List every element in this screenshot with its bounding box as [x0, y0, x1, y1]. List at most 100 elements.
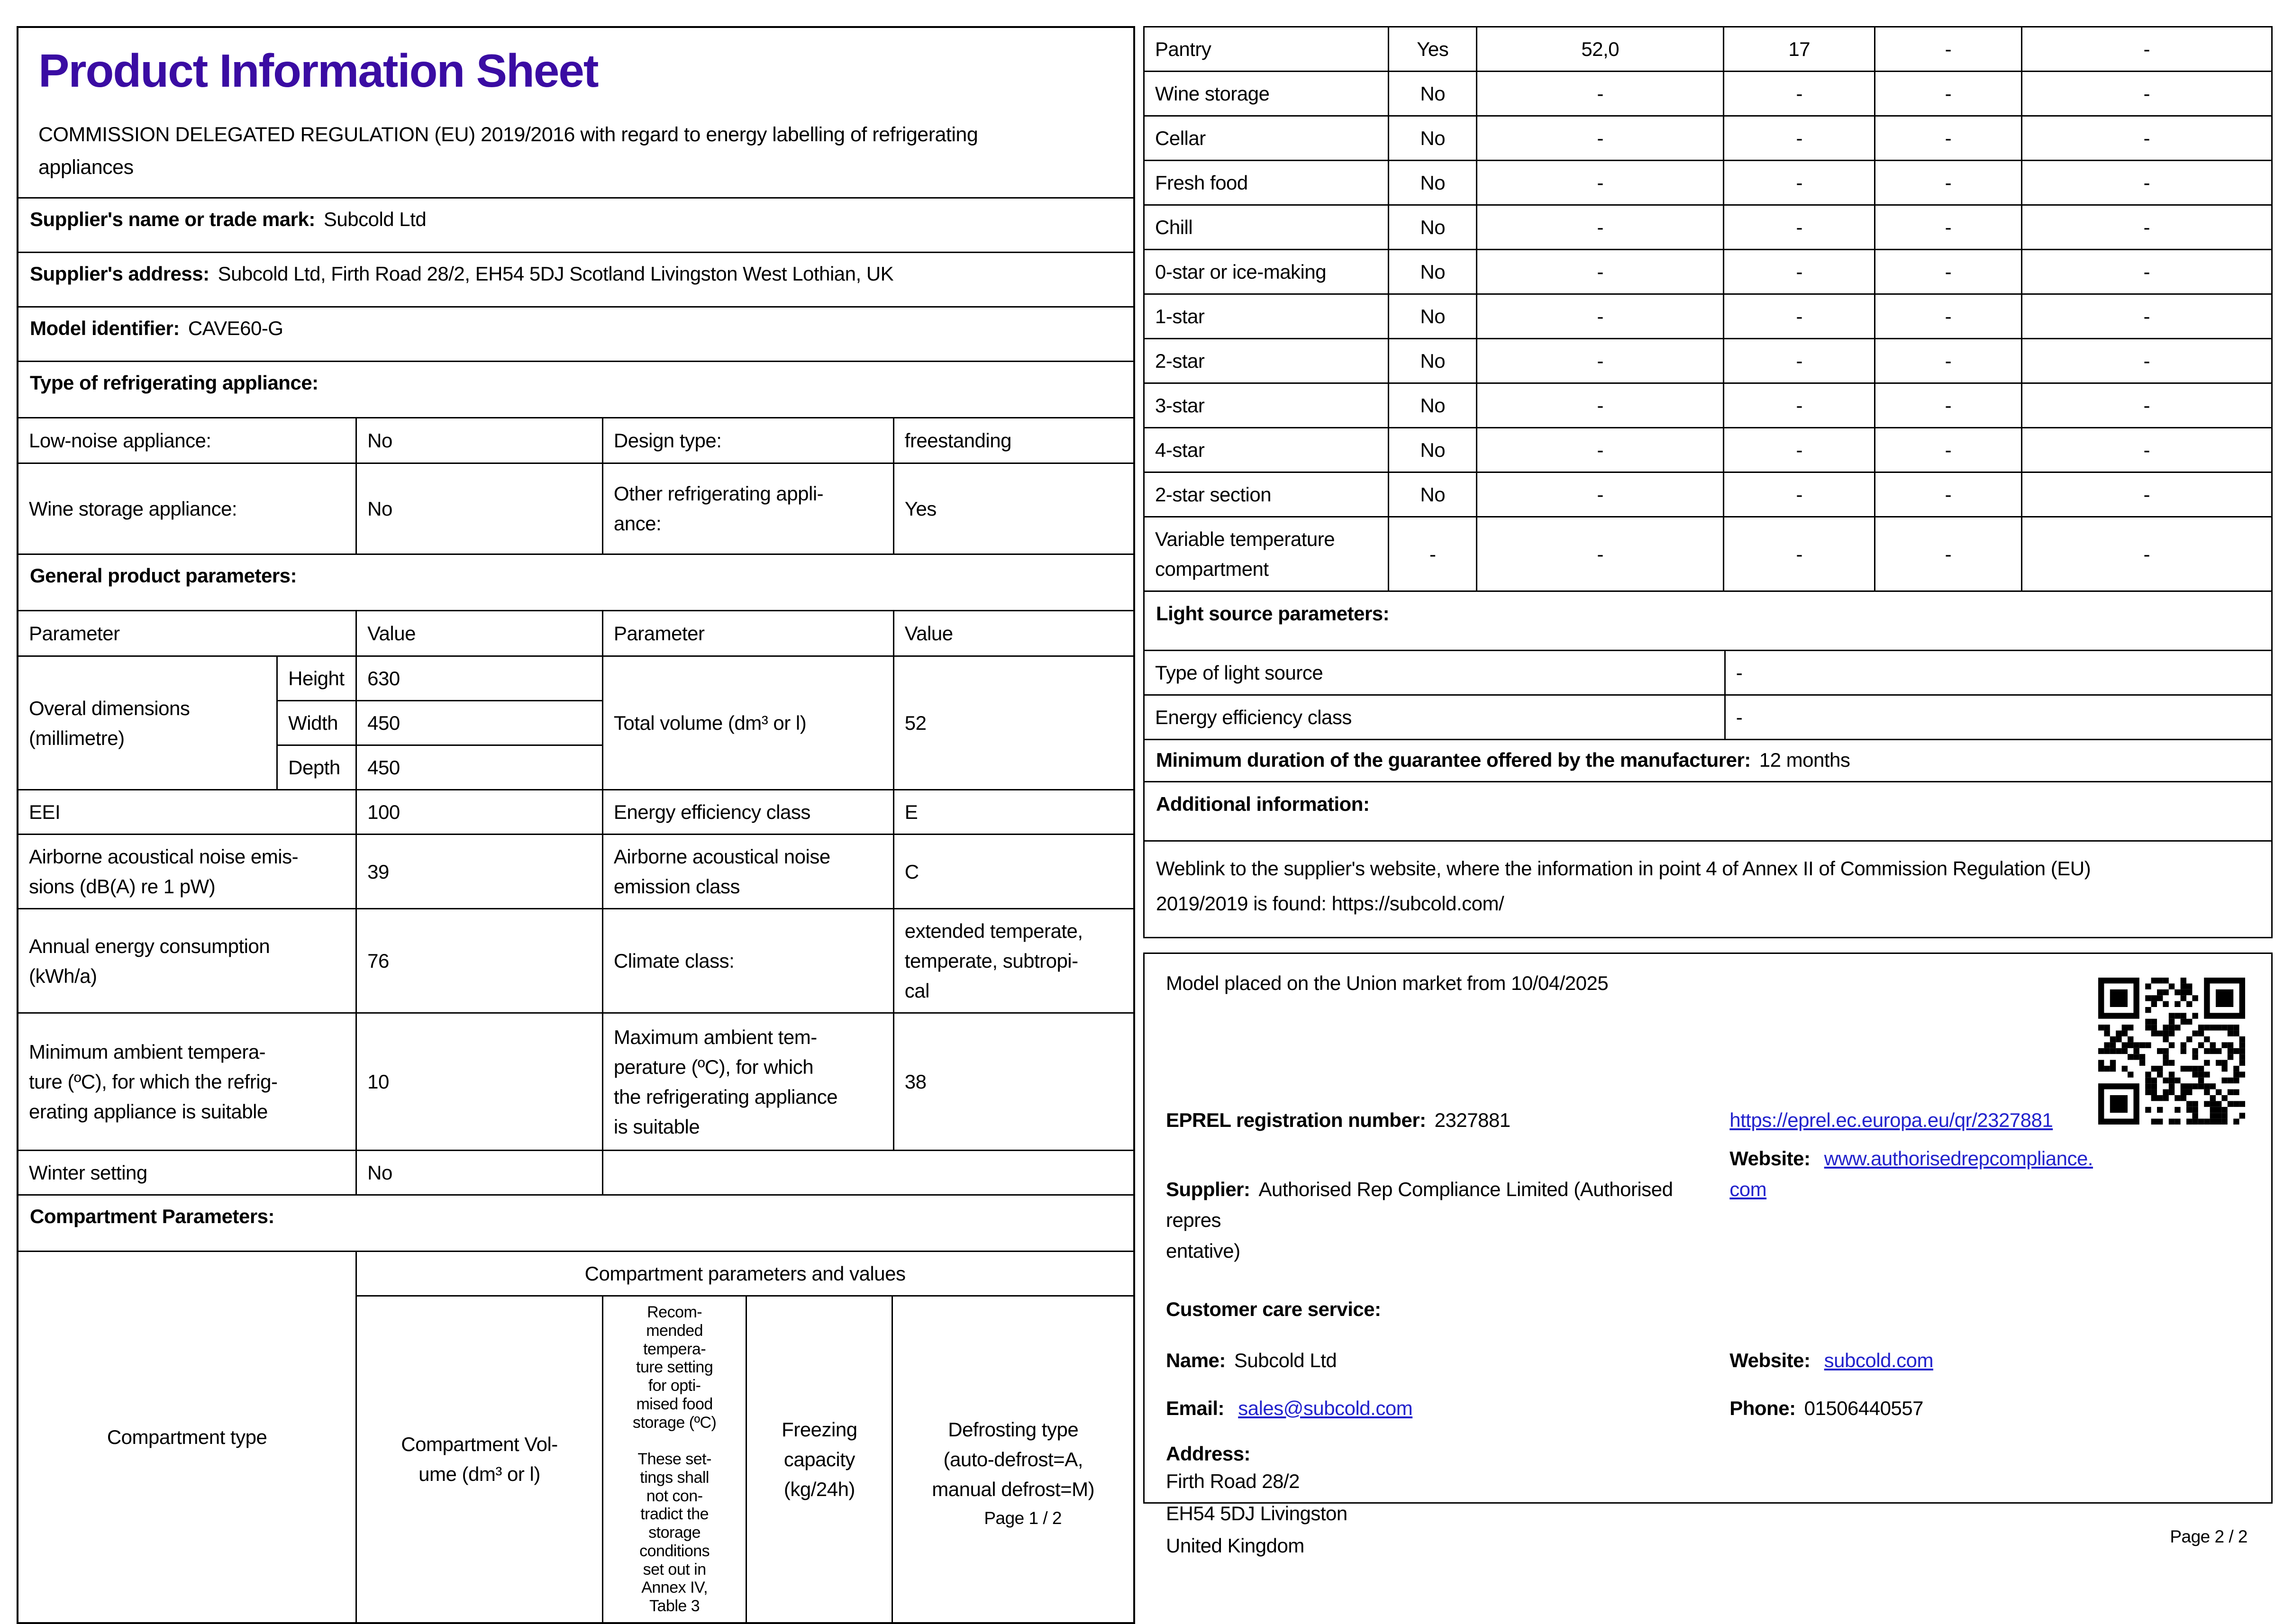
eprel-label: EPREL registration number:	[1166, 1109, 1426, 1131]
compartment-volume-cell: -	[1476, 115, 1725, 161]
param-value-cell: No	[355, 1150, 603, 1195]
column-header: Parameter	[601, 610, 894, 657]
guarantee-value: 12 months	[1759, 749, 1850, 771]
type-section-heading: Type of refrigerating appliance:	[18, 362, 1133, 418]
compartment-volume-cell: -	[1476, 249, 1725, 295]
table-row: Wine storage No - - - -	[1143, 71, 2273, 117]
param-value-cell: extended temperate, temperate, subtropi-…	[892, 908, 1134, 1014]
eprel-link-wrap: https://eprel.ec.europa.eu/qr/2327881	[1729, 1105, 2250, 1135]
param-value-cell: -	[1724, 650, 2273, 696]
dimensions-label-cell: Overal dimensions (millimetre)	[18, 655, 278, 791]
column-header-defrosting-type: Defrosting type (auto-defrost=A, manual …	[892, 1295, 1134, 1623]
table-row: 2-star section No - - - -	[1143, 472, 2273, 517]
name-value: Subcold Ltd	[1234, 1349, 1337, 1371]
compartment-volume-cell: -	[1476, 293, 1725, 339]
compartment-freezing-cell: -	[1874, 204, 2022, 250]
dimension-value-cell: 450	[355, 744, 603, 791]
type-table-wrap: Low-noise appliance: No Design type: fre…	[18, 417, 1134, 555]
compartment-temperature-cell: -	[1723, 115, 1876, 161]
param-label-cell: Low-noise appliance:	[18, 417, 357, 464]
guarantee-row: Minimum duration of the guarantee offere…	[1143, 739, 2273, 782]
param-label-cell: Airborne acoustical noise emis- sions (d…	[18, 834, 357, 910]
additional-information-heading: Additional information:	[1143, 781, 2273, 842]
dimension-name-cell: Width	[276, 700, 357, 746]
param-label-cell: Energy efficiency class	[1143, 694, 1726, 740]
compartment-section-heading: Compartment Parameters:	[18, 1196, 1133, 1252]
column-header: Value	[892, 610, 1134, 657]
compartment-values-table: Pantry Yes 52,0 17 - - Wine storage No -…	[1143, 26, 2273, 592]
compartment-volume-cell: -	[1476, 204, 1725, 250]
market-info-box: Model placed on the Union market from 10…	[1143, 953, 2273, 1557]
compartment-volume-cell: 52,0	[1476, 26, 1725, 72]
compartment-defrost-cell: -	[2020, 249, 2273, 295]
param-value-cell: C	[892, 834, 1134, 910]
param-label-cell: Total volume (dm³ or l)	[601, 655, 894, 791]
compartment-freezing-cell: -	[1874, 338, 2022, 384]
param-label-cell: Winter setting	[18, 1150, 357, 1195]
supplier-name-row: Supplier's name or trade mark: Subcold Lt…	[18, 199, 1133, 253]
param-value-cell: 52	[892, 655, 1134, 791]
compartment-present-cell: No	[1388, 249, 1478, 295]
supplier-name-value: Subcold Ltd	[323, 208, 427, 230]
model-identifier-label: Model identifier:	[30, 317, 180, 339]
compartment-volume-cell: -	[1476, 382, 1725, 428]
compartment-defrost-cell: -	[2020, 516, 2273, 592]
compartment-present-cell: Yes	[1388, 26, 1478, 72]
table-header-row: Compartment type Compartment parameters …	[18, 1251, 1134, 1623]
compartment-volume-cell: -	[1476, 472, 1725, 517]
compartment-temperature-cell: -	[1723, 293, 1876, 339]
param-value-cell: 100	[355, 789, 603, 835]
param-label-cell: Wine storage appliance:	[18, 463, 357, 554]
eprel-link[interactable]: https://eprel.ec.europa.eu/qr/2327881	[1729, 1109, 2053, 1131]
param-label-cell: Other refrigerating appli- ance:	[601, 463, 894, 554]
compartment-freezing-cell: -	[1874, 382, 2022, 428]
compartment-temperature-cell: -	[1723, 382, 1876, 428]
param-value-cell: -	[1724, 694, 2273, 740]
supplier-address-row: Supplier's address: Subcold Ltd, Firth Ro…	[18, 253, 1133, 308]
param-label-cell: Climate class:	[601, 908, 894, 1014]
param-label-cell: Maximum ambient tem- perature (ºC), for …	[601, 1012, 894, 1152]
supplier-name-label: Supplier's name or trade mark:	[30, 208, 315, 230]
table-row: 2-star No - - - -	[1143, 338, 2273, 384]
param-label-cell: Energy efficiency class	[601, 789, 894, 835]
phone-wrap: Phone: 01506440557	[1729, 1393, 2250, 1424]
param-value-cell: 39	[355, 834, 603, 910]
title-section: Product Information Sheet COMMISSION DEL…	[18, 28, 1133, 199]
compartment-present-cell: No	[1388, 204, 1478, 250]
param-label-cell: Airborne acoustical noise emission class	[601, 834, 894, 910]
website2-link[interactable]: subcold.com	[1824, 1349, 1934, 1371]
compartment-header-wrap: Compartment type Compartment parameters …	[18, 1251, 1134, 1623]
phone-label: Phone:	[1729, 1397, 1796, 1419]
care-email: Email: sales@subcold.com	[1166, 1393, 1729, 1424]
compartment-freezing-cell: -	[1874, 160, 2022, 206]
guarantee-label: Minimum duration of the guarantee offere…	[1156, 749, 1751, 771]
website1-wrap: Website: www.authorisedrepcompliance. co…	[1729, 1143, 2250, 1205]
compartment-header-table: Compartment type Compartment parameters …	[18, 1251, 1134, 1623]
table-row: Overal dimensions (millimetre) Height 63…	[18, 655, 1134, 791]
address-block: Address: Firth Road 28/2 EH54 5DJ Living…	[1166, 1443, 2250, 1562]
light-source-heading: Light source parameters:	[1143, 590, 2273, 651]
compartment-present-cell: No	[1388, 338, 1478, 384]
compartment-defrost-cell: -	[2020, 338, 2273, 384]
table-row: 4-star No - - - -	[1143, 427, 2273, 473]
address-label: Address:	[1166, 1442, 1251, 1465]
param-value-cell: E	[892, 789, 1134, 835]
eprel-value: 2327881	[1434, 1109, 1511, 1131]
compartment-present-cell: No	[1388, 115, 1478, 161]
compartment-defrost-cell: -	[2020, 382, 2273, 428]
table-row: Low-noise appliance: No Design type: fre…	[18, 417, 1134, 464]
email-link[interactable]: sales@subcold.com	[1238, 1397, 1413, 1419]
care-name: Name: Subcold Ltd	[1166, 1345, 1729, 1376]
supplier-row: Supplier: Authorised Rep Compliance Limit…	[1166, 1143, 2250, 1266]
compartment-label-cell: Variable temperature compartment	[1143, 516, 1390, 592]
compartment-volume-cell: -	[1476, 338, 1725, 384]
compartment-freezing-cell: -	[1874, 26, 2022, 72]
compartment-temperature-cell: -	[1723, 71, 1876, 117]
table-row: Pantry Yes 52,0 17 - -	[1143, 26, 2273, 72]
compartment-volume-cell: -	[1476, 160, 1725, 206]
table-row: Chill No - - - -	[1143, 204, 2273, 250]
website1-link[interactable]: www.authorisedrepcompliance. com	[1729, 1147, 2093, 1201]
param-value-cell: No	[355, 417, 603, 464]
param-value-cell: 38	[892, 1012, 1134, 1152]
compartment-defrost-cell: -	[2020, 204, 2273, 250]
